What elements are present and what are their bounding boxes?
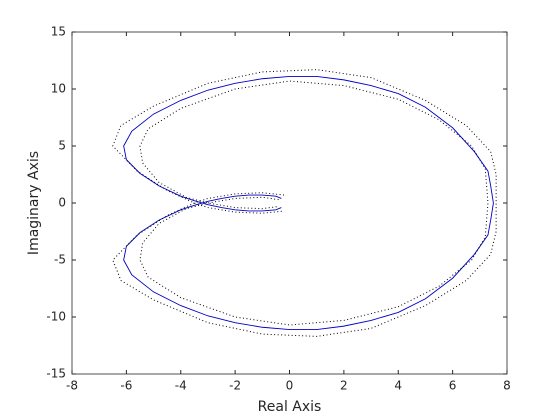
y-axis-label: Imaginary Axis	[26, 151, 42, 255]
y-tick-label: -10	[46, 310, 66, 324]
series-line	[123, 76, 494, 330]
y-tick-label: 10	[51, 82, 66, 96]
plot-box	[71, 31, 508, 375]
x-tick-label: -8	[66, 379, 78, 393]
x-tick-label: 2	[340, 379, 348, 393]
x-tick-label: -4	[175, 379, 187, 393]
series-line	[112, 69, 497, 337]
x-tick-label: 0	[286, 379, 294, 393]
y-tick-label: -15	[46, 367, 66, 381]
x-tick-label: -6	[120, 379, 132, 393]
x-axis-label: Real Axis	[258, 399, 322, 415]
x-tick-label: 6	[449, 379, 457, 393]
y-tick-label: -5	[54, 253, 66, 267]
x-tick-label: 8	[503, 379, 511, 393]
y-tick-label: 15	[51, 25, 66, 39]
y-tick-label: 0	[58, 196, 66, 210]
y-tick-label: 5	[58, 139, 66, 153]
x-tick-label: -2	[229, 379, 241, 393]
x-tick-label: 4	[394, 379, 402, 393]
